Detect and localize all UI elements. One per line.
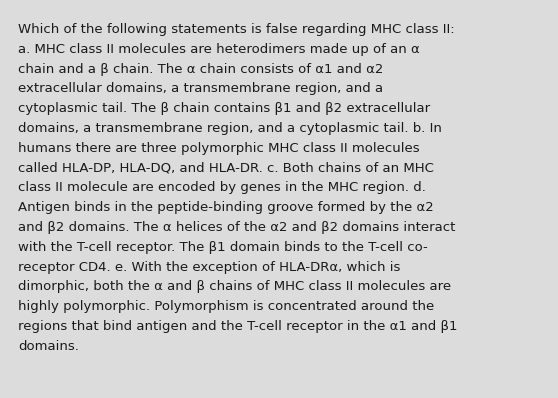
- Text: a. MHC class II molecules are heterodimers made up of an α: a. MHC class II molecules are heterodime…: [18, 43, 420, 56]
- Text: highly polymorphic. Polymorphism is concentrated around the: highly polymorphic. Polymorphism is conc…: [18, 300, 434, 313]
- Text: humans there are three polymorphic MHC class II molecules: humans there are three polymorphic MHC c…: [18, 142, 420, 155]
- Text: class II molecule are encoded by genes in the MHC region. d.: class II molecule are encoded by genes i…: [18, 181, 426, 194]
- Text: extracellular domains, a transmembrane region, and a: extracellular domains, a transmembrane r…: [18, 82, 383, 96]
- Text: domains.: domains.: [18, 340, 79, 353]
- Text: cytoplasmic tail. The β chain contains β1 and β2 extracellular: cytoplasmic tail. The β chain contains β…: [18, 102, 430, 115]
- Text: chain and a β chain. The α chain consists of α1 and α2: chain and a β chain. The α chain consist…: [18, 62, 383, 76]
- Text: Which of the following statements is false regarding MHC class II:: Which of the following statements is fal…: [18, 23, 455, 36]
- Text: dimorphic, both the α and β chains of MHC class II molecules are: dimorphic, both the α and β chains of MH…: [18, 281, 451, 293]
- Text: receptor CD4. e. With the exception of HLA-DRα, which is: receptor CD4. e. With the exception of H…: [18, 261, 401, 273]
- Text: called HLA-DP, HLA-DQ, and HLA-DR. c. Both chains of an MHC: called HLA-DP, HLA-DQ, and HLA-DR. c. Bo…: [18, 162, 434, 175]
- Text: regions that bind antigen and the T-cell receptor in the α1 and β1: regions that bind antigen and the T-cell…: [18, 320, 458, 333]
- Text: Antigen binds in the peptide-binding groove formed by the α2: Antigen binds in the peptide-binding gro…: [18, 201, 434, 214]
- Text: domains, a transmembrane region, and a cytoplasmic tail. b. In: domains, a transmembrane region, and a c…: [18, 122, 442, 135]
- Text: with the T-cell receptor. The β1 domain binds to the T-cell co-: with the T-cell receptor. The β1 domain …: [18, 241, 428, 254]
- Text: and β2 domains. The α helices of the α2 and β2 domains interact: and β2 domains. The α helices of the α2 …: [18, 221, 455, 234]
